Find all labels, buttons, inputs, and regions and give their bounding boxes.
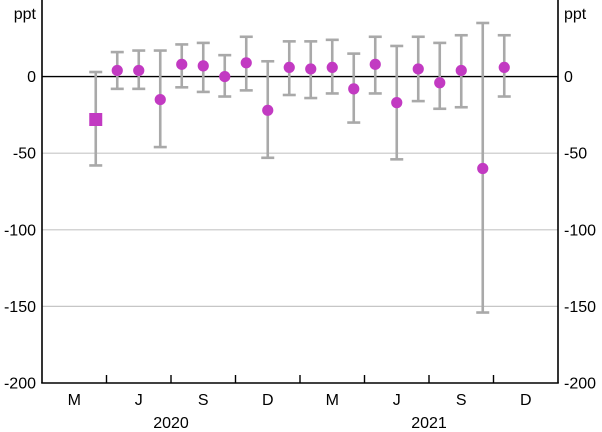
data-point-circle — [262, 104, 274, 116]
unit-label-right: ppt — [564, 6, 587, 23]
error-bar — [433, 41, 447, 111]
data-point-circle — [326, 61, 338, 74]
y-tick-label-left: -150 — [4, 299, 36, 316]
x-month-label: J — [135, 392, 143, 409]
data-point-circle — [348, 83, 360, 95]
y-tick-label-left: -200 — [4, 376, 36, 393]
data-point-circle — [477, 162, 489, 175]
y-tick-label-left: 0 — [27, 69, 36, 86]
x-month-label: D — [520, 392, 532, 409]
x-month-label: J — [393, 392, 401, 409]
data-point-circle — [176, 58, 188, 70]
x-year-label: 2020 — [153, 415, 189, 432]
x-month-label: M — [326, 392, 339, 409]
x-month-label: M — [68, 392, 81, 409]
x-month-label: S — [456, 392, 467, 409]
data-point-square — [89, 112, 103, 126]
data-point-circle — [240, 57, 252, 69]
y-tick-label-right: -100 — [564, 222, 596, 239]
data-point-circle — [219, 71, 231, 83]
unit-label-left: ppt — [14, 6, 37, 23]
data-point-circle — [498, 61, 510, 74]
data-point-circle — [369, 58, 381, 70]
y-tick-label-right: -50 — [564, 146, 587, 163]
data-point-circle — [391, 97, 403, 109]
data-point-circle — [283, 61, 295, 74]
y-tick-label-left: -50 — [13, 146, 36, 163]
y-tick-label-right: -200 — [564, 376, 596, 393]
data-point-circle — [412, 63, 424, 75]
data-point-circle — [133, 64, 145, 77]
data-point-circle — [154, 93, 166, 106]
y-tick-label-left: -100 — [4, 222, 36, 239]
y-tick-label-right: -150 — [564, 299, 596, 316]
data-point-circle — [111, 64, 123, 77]
x-year-label: 2021 — [411, 415, 447, 432]
data-point-circle — [455, 64, 467, 77]
x-month-label: S — [198, 392, 209, 409]
x-month-label: D — [262, 392, 274, 409]
data-point-circle — [305, 63, 317, 75]
y-tick-label-right: 0 — [564, 69, 573, 86]
data-point-circle — [197, 60, 209, 72]
data-point-circle — [434, 77, 446, 89]
